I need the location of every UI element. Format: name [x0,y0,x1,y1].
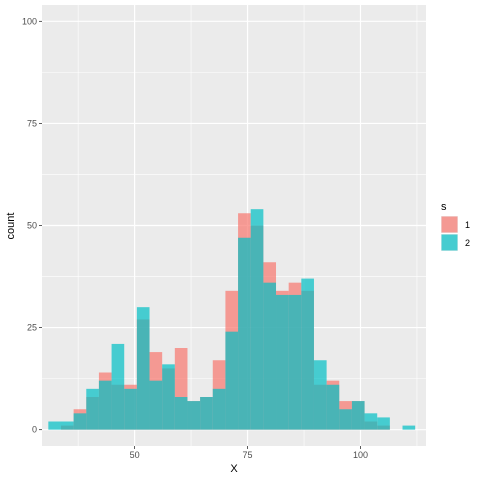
histogram-bar-series-2 [364,413,378,430]
y-axis-title: count [5,213,17,240]
y-tick-label: 50 [27,221,37,231]
legend-label-series-2: 2 [465,238,470,248]
histogram-bar-series-2 [351,401,365,430]
histogram-bar-series-2 [187,401,201,430]
x-tick-label: 50 [130,450,140,460]
legend-swatch-series-2 [441,234,458,251]
histogram-bar-series-2 [212,388,226,430]
legend-swatch-series-1 [441,216,458,233]
x-axis-title: X [230,463,238,475]
histogram-bar-series-2 [313,360,327,430]
histogram-bar-series-2 [276,294,289,430]
legend: s 12 [441,201,470,251]
histogram-bar-series-2 [48,421,61,430]
histogram-bar-series-2 [86,388,99,430]
histogram-bar-series-2 [238,237,251,430]
histogram-bar-series-2 [174,397,188,430]
axis-layer: 50 75 100 0 25 50 75 100 [22,16,368,460]
bars-layer [48,209,416,430]
y-tick-label: 75 [27,118,37,128]
histogram-bar-series-2 [225,331,239,430]
histogram-bar-series-2 [326,384,340,430]
histogram-bar-series-2 [162,364,175,430]
histogram-bar-series-2 [402,425,416,430]
histogram-bar-series-2 [200,397,213,430]
histogram-bar-series-2 [136,307,150,430]
histogram-bar-series-2 [301,278,314,430]
histogram-bar-series-2 [111,343,125,430]
histogram-bar-series-2 [124,388,137,430]
histogram-bar-series-2 [73,413,87,430]
legend-title: s [441,201,447,213]
y-tick-label: 25 [27,323,37,333]
histogram-bar-series-2 [263,282,277,430]
histogram-bar-series-2 [339,409,352,430]
histogram-bar-series-2 [149,380,163,430]
histogram-bar-series-2 [250,209,264,430]
legend-label-series-1: 1 [465,220,470,230]
x-tick-label: 75 [243,450,253,460]
histogram-bar-series-2 [288,294,302,430]
y-tick-label: 0 [32,425,37,435]
histogram-bar-series-2 [377,417,390,430]
histogram-bar-series-2 [98,380,112,430]
legend-items: 12 [441,216,470,251]
histogram-bar-series-2 [60,421,74,430]
x-tick-label: 100 [353,450,368,460]
y-tick-label: 100 [22,16,37,26]
